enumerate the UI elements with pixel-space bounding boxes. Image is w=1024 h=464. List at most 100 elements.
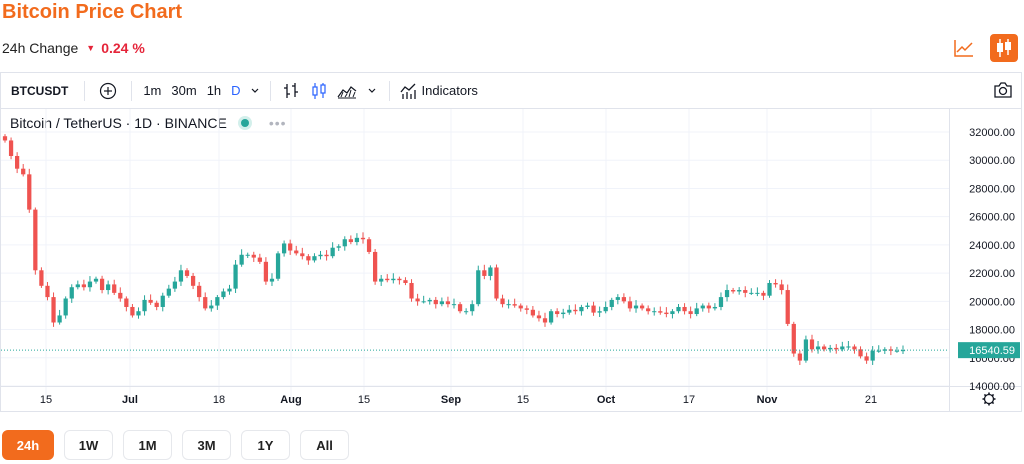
candle-body — [609, 299, 614, 307]
candle-body — [749, 292, 754, 294]
candle-body — [888, 349, 893, 351]
candle-body — [63, 298, 68, 316]
range-tab-3m[interactable]: 3M — [182, 430, 231, 460]
snapshot-button[interactable] — [993, 81, 1013, 102]
line-chart-button[interactable] — [950, 34, 978, 62]
symbol-search[interactable]: BTCUSDT — [11, 83, 69, 98]
candles-icon — [311, 82, 326, 99]
candle-body — [312, 256, 317, 261]
candle-body — [342, 239, 347, 247]
candle-body — [530, 309, 536, 316]
timeframe-1h[interactable]: 1h — [206, 83, 222, 98]
page-title: Bitcoin Price Chart — [2, 1, 183, 23]
y-tick-label: 22000.00 — [969, 268, 1015, 280]
x-tick-label: 17 — [683, 394, 695, 406]
range-tab-24h[interactable]: 24h — [2, 430, 54, 460]
timeframe-d[interactable]: D — [231, 83, 241, 98]
toolbar-divider — [84, 80, 86, 101]
chevron-down-icon — [251, 88, 258, 93]
candle-body — [633, 305, 639, 309]
candle-body — [112, 284, 117, 293]
y-tick-label: 28000.00 — [969, 183, 1015, 195]
timeframe-30m[interactable]: 30m — [171, 83, 197, 98]
candle-body — [828, 347, 833, 350]
range-tab-all[interactable]: All — [300, 430, 349, 460]
y-tick-label: 18000.00 — [969, 325, 1015, 337]
candle-body — [106, 284, 111, 291]
x-tick-label: 15 — [517, 394, 529, 406]
candlestick-chart[interactable]: 32000.00 30000.00 28000.00 26000.00 24000.00… — [1, 109, 1021, 411]
candle-body — [730, 290, 736, 292]
candle-body — [652, 311, 657, 313]
candle-body — [360, 237, 366, 240]
candle-body — [815, 346, 821, 350]
candle-body — [688, 311, 693, 315]
x-tick-label: 15 — [358, 394, 370, 406]
candle-body — [700, 305, 705, 309]
timeframe-dropdown[interactable] — [246, 73, 264, 108]
bars-style-button[interactable] — [277, 73, 305, 108]
candle-body — [245, 254, 250, 256]
candle-body — [130, 306, 135, 316]
candle-body — [451, 304, 457, 306]
candle-body — [682, 306, 687, 312]
candle-body — [366, 239, 372, 252]
chart-settings-gear-icon[interactable] — [982, 392, 996, 406]
market-status-dot — [240, 119, 249, 127]
candle-body — [87, 281, 93, 288]
candle-body — [318, 254, 323, 257]
candle-body — [257, 257, 262, 262]
chart-legend: Bitcoin / TetherUS · 1D · BINANCE ••• — [10, 115, 287, 131]
candle-body — [506, 304, 511, 306]
legend-symbol-text: Bitcoin / TetherUS · 1D · BINANCE — [10, 115, 227, 131]
chart-style-dropdown[interactable] — [361, 73, 383, 108]
line-chart-icon — [954, 40, 973, 57]
area-style-button[interactable] — [333, 73, 361, 108]
candle-body — [585, 305, 590, 307]
candle-body — [306, 256, 311, 261]
candle-body — [330, 247, 335, 257]
candle-body — [118, 292, 123, 299]
candle-body — [755, 292, 760, 294]
candle-body — [99, 278, 105, 291]
candle-body — [494, 267, 499, 299]
compare-symbol-button[interactable] — [91, 73, 125, 108]
candle-body — [69, 287, 74, 299]
candle-body — [215, 297, 220, 306]
candlestick-button[interactable] — [990, 34, 1018, 62]
candle-body — [51, 297, 56, 323]
candle-body — [858, 349, 863, 357]
range-tab-1y[interactable]: 1Y — [241, 430, 290, 460]
candle-body — [791, 323, 796, 354]
last-price-badge — [958, 342, 1020, 359]
candle-body — [397, 278, 402, 281]
candle-body — [251, 254, 256, 258]
candle-body — [603, 306, 608, 312]
chart-plot-area[interactable]: 32000.00 30000.00 28000.00 26000.00 24000.00… — [1, 109, 1021, 416]
candle-body — [482, 270, 487, 276]
x-tick-label: Sep — [441, 394, 461, 406]
candle-body — [190, 275, 196, 286]
candle-body — [57, 315, 62, 323]
candle-body — [536, 315, 542, 319]
candle-body — [45, 285, 50, 298]
candle-body — [500, 298, 505, 305]
candle-body — [518, 305, 523, 309]
range-tab-1w[interactable]: 1W — [64, 430, 113, 460]
down-triangle-icon: ▼ — [86, 43, 96, 53]
change-label: 24h Change — [2, 40, 79, 56]
candle-body — [15, 155, 20, 169]
candle-body — [670, 311, 675, 315]
candles-style-button[interactable] — [305, 73, 333, 108]
candle-body — [900, 350, 906, 352]
indicators-button[interactable]: Indicators — [396, 73, 482, 108]
timeframe-1m[interactable]: 1m — [143, 83, 162, 98]
candle-body — [324, 254, 329, 257]
candle-body — [21, 168, 26, 175]
range-tab-1m[interactable]: 1M — [123, 430, 172, 460]
y-tick-label: 30000.00 — [969, 155, 1015, 167]
legend-more-icon[interactable]: ••• — [268, 115, 287, 131]
y-tick-label: 32000.00 — [969, 127, 1015, 139]
candle-body — [615, 297, 620, 300]
chart-type-switcher — [950, 34, 1018, 62]
